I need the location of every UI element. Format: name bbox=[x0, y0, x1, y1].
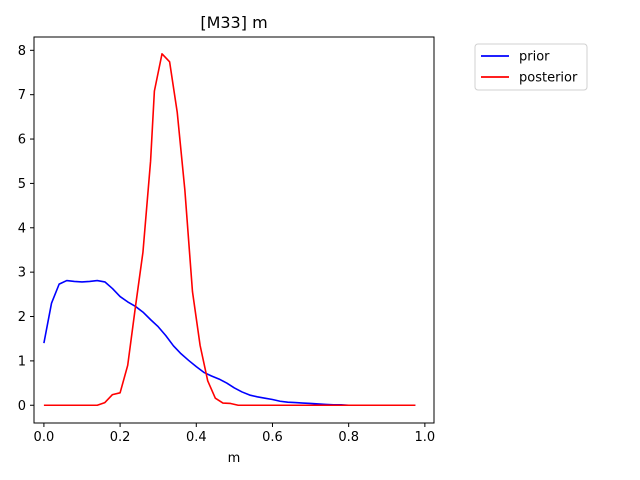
y-tick-label: 4 bbox=[18, 221, 26, 236]
x-tick-label: 0.8 bbox=[338, 430, 359, 445]
legend-label-prior: prior bbox=[519, 50, 550, 65]
x-axis-label: m bbox=[228, 451, 241, 466]
y-tick-label: 0 bbox=[18, 399, 26, 414]
axes-frame bbox=[33, 36, 435, 424]
x-axis: 0.0 0.2 0.4 0.6 0.8 1.0 bbox=[34, 423, 436, 445]
x-tick-label: 0.2 bbox=[110, 430, 131, 445]
y-tick-label: 1 bbox=[18, 354, 26, 369]
x-tick-label: 0.0 bbox=[34, 430, 55, 445]
y-tick-label: 6 bbox=[18, 133, 26, 148]
legend: prior posterior bbox=[474, 43, 588, 91]
series-line-prior bbox=[43, 279, 416, 407]
series-line-posterior bbox=[43, 53, 416, 407]
y-tick-label: 7 bbox=[18, 88, 26, 103]
x-tick-label: 0.4 bbox=[186, 430, 207, 445]
plot-area bbox=[33, 36, 435, 424]
y-tick-label: 8 bbox=[18, 44, 26, 59]
y-tick-label: 2 bbox=[18, 310, 26, 325]
legend-label-posterior: posterior bbox=[519, 71, 578, 86]
y-tick-label: 3 bbox=[18, 266, 26, 281]
x-tick-label: 0.6 bbox=[262, 430, 283, 445]
y-axis: 0 1 2 3 4 5 6 7 8 bbox=[18, 44, 34, 414]
x-tick-label: 1.0 bbox=[415, 430, 436, 445]
chart-title: [M33] m bbox=[200, 13, 267, 32]
y-tick-label: 5 bbox=[18, 177, 26, 192]
